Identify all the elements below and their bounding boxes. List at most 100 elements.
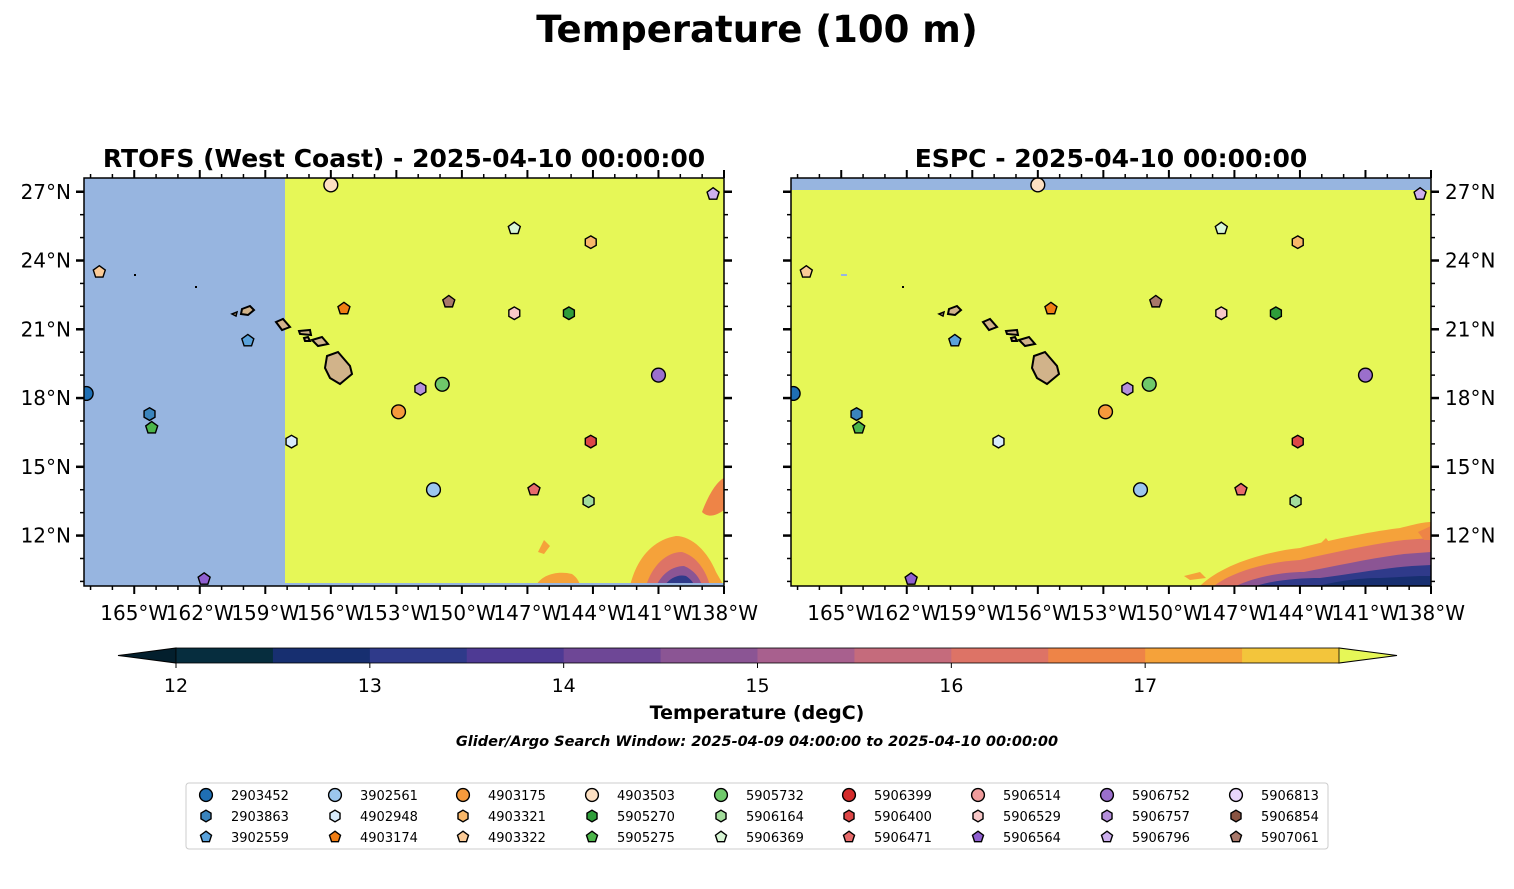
legend-label: 4903321 bbox=[488, 810, 546, 825]
colorbar-segment bbox=[854, 648, 952, 663]
float-marker-5906164 bbox=[1289, 494, 1302, 509]
legend-label: 3902559 bbox=[231, 831, 289, 846]
x-tick-label: 150°W bbox=[428, 601, 496, 625]
float-markers bbox=[791, 178, 1427, 585]
legend-items: 2903452 2903863 3902559 3902561 4902948 49031… bbox=[198, 787, 1319, 846]
y-tick-label: 24°N bbox=[21, 249, 71, 273]
legend-label: 5906564 bbox=[1003, 831, 1061, 846]
legend-marker-5905732 bbox=[713, 787, 729, 803]
float-marker-2903452 bbox=[84, 385, 94, 402]
float-marker-5906400 bbox=[1291, 434, 1304, 449]
hawaiian-islands bbox=[806, 268, 1061, 386]
legend-label: 5906471 bbox=[874, 831, 932, 846]
panel-frame bbox=[83, 177, 725, 587]
x-tick-label: 138°W bbox=[1397, 601, 1465, 625]
legend-label: 5906400 bbox=[874, 810, 932, 825]
colorbar-segment bbox=[1242, 648, 1340, 663]
legend-marker-5906529 bbox=[972, 809, 984, 823]
legend-label: 5905732 bbox=[746, 789, 804, 804]
legend-marker-5907061 bbox=[1229, 830, 1243, 843]
legend-marker-5906757 bbox=[1101, 809, 1113, 823]
legend-marker-5906854 bbox=[1230, 809, 1242, 823]
y-tick-label: 12°N bbox=[21, 524, 71, 548]
float-marker-4903322 bbox=[92, 264, 107, 278]
colorbar: 12 13 14 15 16 17 bbox=[117, 647, 1398, 697]
colorbar-tick-label: 14 bbox=[552, 675, 576, 697]
x-tick-label: 138°W bbox=[690, 601, 758, 625]
float-marker-4903321 bbox=[1291, 235, 1304, 250]
panel-title-rtofs: RTOFS (West Coast) - 2025-04-10 00:00:00 bbox=[103, 144, 705, 173]
colorbar-segment bbox=[563, 648, 662, 663]
y-tick-label: 21°N bbox=[1445, 317, 1495, 341]
legend-label: 4903174 bbox=[360, 831, 418, 846]
legend-label: 4903175 bbox=[488, 789, 546, 804]
legend-marker-5906399 bbox=[841, 787, 857, 803]
x-tick-label: 144°W bbox=[1266, 601, 1334, 625]
legend-label: 5906399 bbox=[874, 789, 932, 804]
legend-marker-5906564 bbox=[971, 830, 985, 843]
legend-label: 5905275 bbox=[617, 831, 675, 846]
float-marker-5907061 bbox=[1148, 294, 1163, 308]
float-marker-4903322 bbox=[799, 264, 814, 278]
y-tick-label: 27°N bbox=[21, 180, 71, 204]
masked-region bbox=[84, 178, 285, 586]
legend-label: 5906752 bbox=[1132, 789, 1190, 804]
colorbar-tick-label: 15 bbox=[745, 675, 769, 697]
colorbar-under-arrow bbox=[117, 647, 177, 664]
float-marker-5906564 bbox=[904, 571, 918, 585]
legend-marker-5905270 bbox=[586, 809, 598, 823]
legend-label: 2903452 bbox=[231, 789, 289, 804]
colorbar-segment bbox=[1145, 648, 1243, 663]
float-marker-3902561 bbox=[425, 482, 442, 498]
legend-label: 5906796 bbox=[1132, 831, 1190, 846]
x-tick-label: 147°W bbox=[493, 601, 561, 625]
legend-marker-3902559 bbox=[199, 830, 213, 843]
colorbar-segment bbox=[757, 648, 855, 663]
x-tick-label: 147°W bbox=[1200, 601, 1268, 625]
panel-rtofs: RTOFS (West Coast) - 2025-04-10 00:00:00 bbox=[21, 144, 759, 625]
y-tick-label: 15°N bbox=[1445, 455, 1495, 479]
float-marker-3902559 bbox=[241, 333, 255, 347]
legend-marker-5906400 bbox=[843, 809, 855, 823]
float-marker-5906796 bbox=[1413, 186, 1427, 200]
panel-title-espc: ESPC - 2025-04-10 00:00:00 bbox=[915, 144, 1308, 173]
legend-label: 5905270 bbox=[617, 810, 675, 825]
float-marker-4903175 bbox=[390, 404, 407, 420]
float-marker-5906369 bbox=[507, 221, 522, 235]
legend-label: 4902948 bbox=[360, 810, 418, 825]
x-tick-label: 162°W bbox=[873, 601, 941, 625]
float-marker-5905270 bbox=[562, 306, 576, 321]
panel-espc: ESPC - 2025-04-10 00:00:00 bbox=[783, 144, 1495, 625]
float-marker-5906400 bbox=[584, 434, 597, 449]
colorbar-segment bbox=[369, 648, 468, 663]
legend-marker-4903321 bbox=[457, 809, 469, 823]
float-marker-5906757 bbox=[414, 381, 427, 396]
legend-marker-4903175 bbox=[455, 787, 471, 803]
legend-marker-5905275 bbox=[585, 830, 599, 843]
float-marker-5906529 bbox=[508, 306, 521, 321]
float-marker-3902559 bbox=[948, 333, 962, 347]
float-marker-5907061 bbox=[441, 294, 456, 308]
colorbar-segment bbox=[466, 648, 565, 663]
float-marker-4903321 bbox=[584, 235, 597, 250]
y-tick-label: 12°N bbox=[1445, 524, 1495, 548]
float-marker-5905732 bbox=[434, 376, 450, 392]
float-marker-2903863 bbox=[850, 406, 863, 422]
float-marker-4903174 bbox=[1044, 301, 1058, 315]
float-marker-5906529 bbox=[1215, 306, 1228, 321]
colorbar-segment bbox=[1048, 648, 1146, 663]
x-tick-label: 153°W bbox=[362, 601, 430, 625]
legend: 2903452 2903863 3902559 3902561 4902948 49031… bbox=[185, 782, 1329, 850]
legend-label: 5906854 bbox=[1261, 810, 1319, 825]
float-marker-5906471 bbox=[527, 482, 541, 496]
colorbar-label: Temperature (degC) bbox=[650, 702, 865, 724]
colorbar-segment bbox=[176, 648, 274, 663]
panel-frame bbox=[790, 177, 1432, 587]
float-marker-5905270 bbox=[1269, 306, 1283, 321]
x-tick-label: 141°W bbox=[624, 601, 692, 625]
legend-marker-5906164 bbox=[715, 809, 727, 823]
legend-marker-5906369 bbox=[714, 830, 728, 843]
y-tick-label: 21°N bbox=[21, 317, 71, 341]
legend-marker-2903452 bbox=[198, 787, 214, 803]
